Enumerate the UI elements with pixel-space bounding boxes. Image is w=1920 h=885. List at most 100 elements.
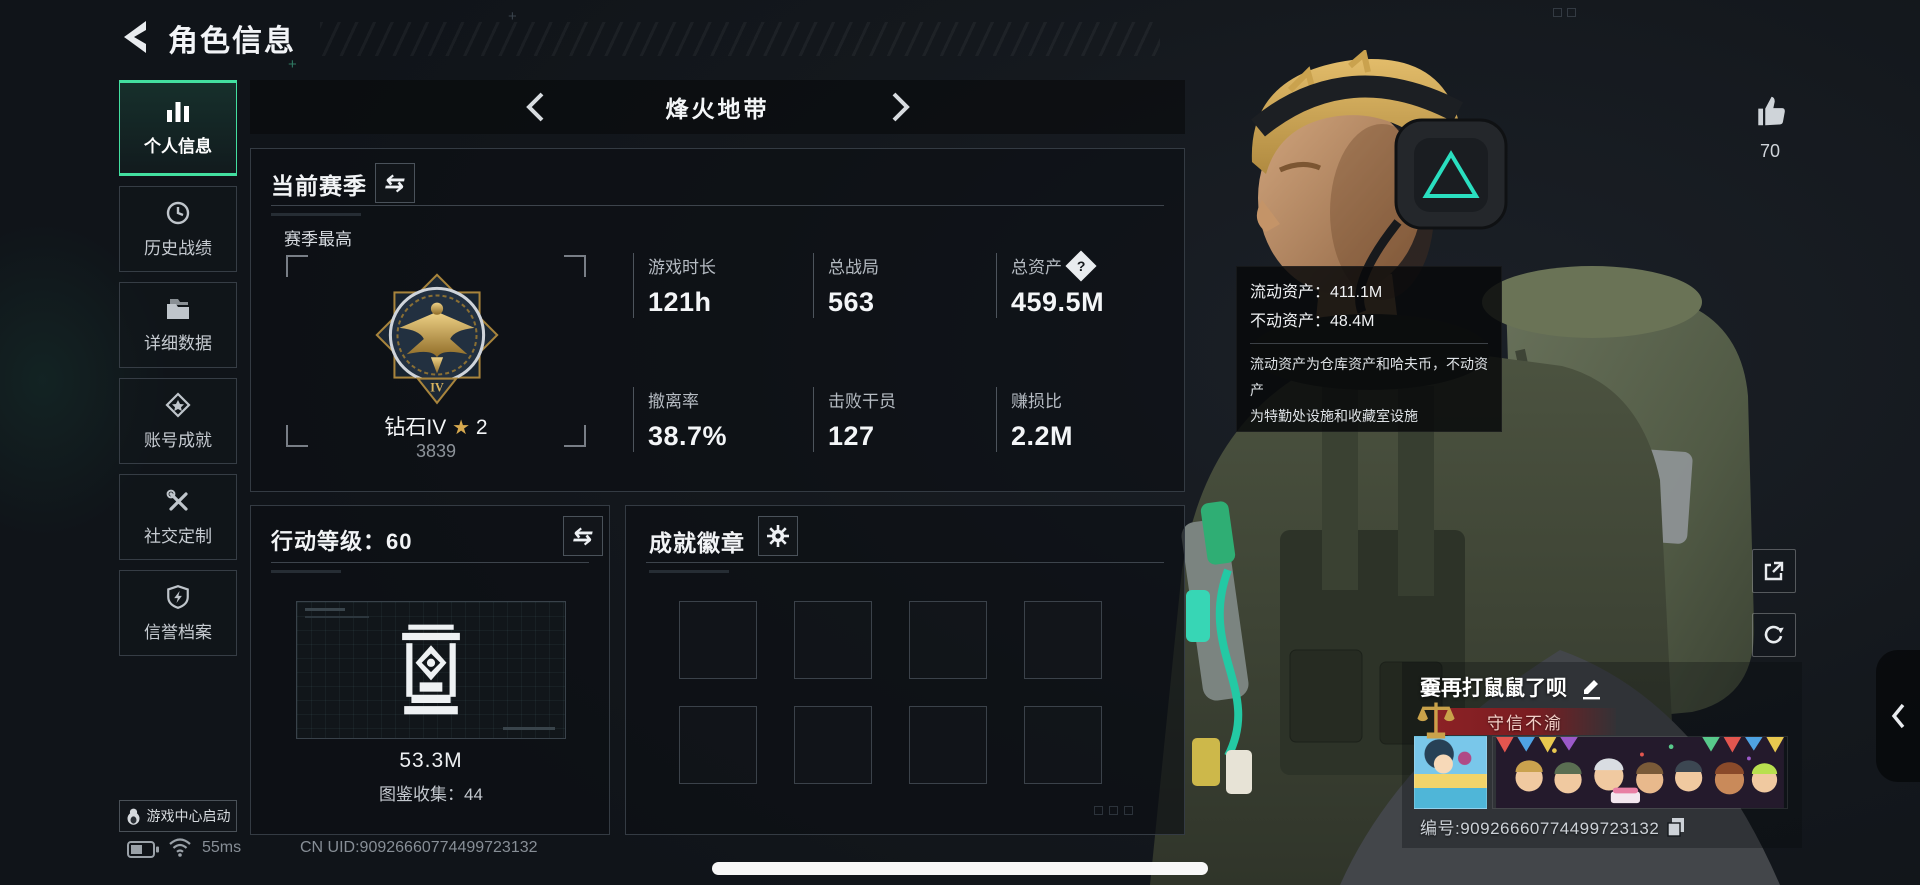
- player-name: 嫑再打鼠鼠了呗: [1420, 677, 1567, 700]
- justice-scales-icon: [1417, 702, 1455, 739]
- panel-decoration: [1109, 806, 1118, 815]
- frame-corner: [564, 255, 586, 277]
- mode-title: 烽火地带: [665, 96, 770, 122]
- share-button[interactable]: [1752, 549, 1796, 593]
- chevron-left-icon: [525, 92, 543, 122]
- micro-text-decoration: [271, 570, 341, 573]
- action-level-title: 行动等级：60: [271, 529, 413, 554]
- season-best-label: 赛季最高: [284, 230, 352, 249]
- battery-icon: [127, 841, 159, 858]
- badge-slot-empty: [1024, 706, 1102, 784]
- display-case-icon: [402, 624, 460, 715]
- season-panel-title: 当前赛季: [271, 173, 367, 199]
- panel-divider: [271, 562, 589, 563]
- plus-decoration: +: [288, 56, 297, 73]
- badge-slot-empty: [679, 706, 757, 784]
- player-banner-image: [1492, 736, 1788, 809]
- stat-label: 总资产: [1011, 258, 1062, 277]
- home-indicator[interactable]: [712, 862, 1208, 875]
- stat-label: 赚损比: [1011, 392, 1062, 411]
- collection-case-blueprint[interactable]: [296, 601, 566, 739]
- stat-label: 总战局: [828, 258, 879, 277]
- action-level-swap-button[interactable]: ⇆: [563, 516, 603, 556]
- frame-corner: [286, 255, 308, 277]
- medal-icon: [165, 391, 191, 418]
- sidebar-item-label: 个人信息: [144, 136, 212, 156]
- svg-text:IV: IV: [430, 381, 444, 395]
- player-id-row: 编号:90926660774499723132: [1420, 814, 1686, 839]
- stat-value: 38.7%: [648, 421, 728, 451]
- badges-settings-button[interactable]: [758, 516, 798, 556]
- chevron-left-icon: [1891, 703, 1905, 729]
- shield-bolt-icon: [167, 584, 189, 609]
- stat-total-assets: 总资产 ? 459.5M: [996, 249, 1176, 318]
- corner-decoration: [1553, 8, 1562, 17]
- panel-divider: [271, 205, 1164, 206]
- tooltip-liquid-assets: 流动资产：411.1M: [1250, 284, 1383, 301]
- header-hatch-decoration: [320, 22, 1160, 56]
- current-season-panel: 当前赛季 ⇆ 赛季最高 IV 钻石IV ★ 2 3839 游戏时长 121h: [250, 148, 1185, 492]
- badge-slot-empty: [794, 706, 872, 784]
- refresh-button[interactable]: [1752, 613, 1796, 657]
- like-widget[interactable]: 70: [1742, 92, 1798, 162]
- sidebar-item-label: 历史战绩: [144, 238, 212, 258]
- tools-icon: [166, 489, 188, 511]
- sidebar-item-detailed-data[interactable]: 详细数据: [119, 282, 237, 368]
- mode-prev-button[interactable]: [522, 92, 548, 122]
- corner-decoration: [1567, 8, 1576, 17]
- action-level-panel: 行动等级：60 ⇆ 53.3M 图鉴收集：44: [250, 505, 610, 835]
- game-center-launcher-button[interactable]: 游戏中心启动: [119, 800, 237, 832]
- credit-banner: 守信不渝: [1434, 708, 1616, 735]
- sidebar-item-achievements[interactable]: 账号成就: [119, 378, 237, 464]
- season-swap-button[interactable]: ⇆: [375, 163, 415, 203]
- badge-slot-empty: [909, 706, 987, 784]
- player-id: 编号:90926660774499723132: [1420, 819, 1660, 838]
- stat-play-time: 游戏时长 121h: [633, 253, 813, 318]
- stat-label: 击败干员: [828, 392, 896, 411]
- achievement-badges-panel: 成就徽章: [625, 505, 1185, 835]
- sidebar-item-personal-info[interactable]: 个人信息: [119, 80, 237, 176]
- badge-slot-empty: [679, 601, 757, 679]
- credit-label: 守信不渝: [1487, 714, 1563, 733]
- sidebar-item-history[interactable]: 历史战绩: [119, 186, 237, 272]
- badge-slot-empty: [909, 601, 987, 679]
- rank-star-count: 2: [475, 416, 488, 439]
- stat-label: 游戏时长: [648, 258, 716, 277]
- stat-operators-defeated: 击败干员 127: [813, 387, 993, 452]
- blueprint-micro-text: [305, 608, 345, 611]
- refresh-icon: [1764, 625, 1784, 644]
- folder-icon: [167, 298, 189, 319]
- wifi-icon: [169, 838, 191, 857]
- launcher-label: 游戏中心启动: [146, 808, 231, 824]
- edit-name-button[interactable]: [1578, 674, 1604, 700]
- gear-icon: [767, 525, 789, 547]
- page-title: 角色信息: [168, 25, 296, 58]
- help-icon[interactable]: ?: [1065, 249, 1097, 282]
- stat-extraction-rate: 撤离率 38.7%: [633, 387, 813, 452]
- chevron-right-icon: [892, 92, 910, 122]
- sidebar-item-reputation[interactable]: 信誉档案: [119, 570, 237, 656]
- ambient-glow: [0, 220, 170, 540]
- stat-value: 127: [828, 421, 875, 451]
- copy-icon[interactable]: [1666, 816, 1686, 838]
- rank-points: 3839: [415, 441, 457, 461]
- collapse-drawer-handle[interactable]: [1876, 650, 1920, 782]
- panel-divider: [646, 562, 1164, 563]
- sidebar-item-label: 社交定制: [144, 526, 212, 546]
- stat-value: 121h: [648, 287, 712, 317]
- badge-slot-empty: [1024, 601, 1102, 679]
- sidebar-item-label: 账号成就: [144, 430, 212, 450]
- blueprint-micro-text: [305, 616, 369, 618]
- like-count: 70: [1759, 141, 1781, 161]
- badge-slot-grid: [679, 601, 1102, 784]
- blueprint-micro-text: [503, 727, 555, 730]
- collection-case-value: 53.3M: [399, 749, 463, 772]
- sidebar-item-social-custom[interactable]: 社交定制: [119, 474, 237, 560]
- stat-value: 563: [828, 287, 875, 317]
- player-avatar: [1414, 736, 1487, 809]
- badge-slot-empty: [794, 601, 872, 679]
- back-button[interactable]: [116, 16, 156, 56]
- mode-next-button[interactable]: [888, 92, 914, 122]
- rank-name-line: 钻石IV ★ 2: [286, 411, 586, 441]
- penguin-icon: [127, 808, 139, 825]
